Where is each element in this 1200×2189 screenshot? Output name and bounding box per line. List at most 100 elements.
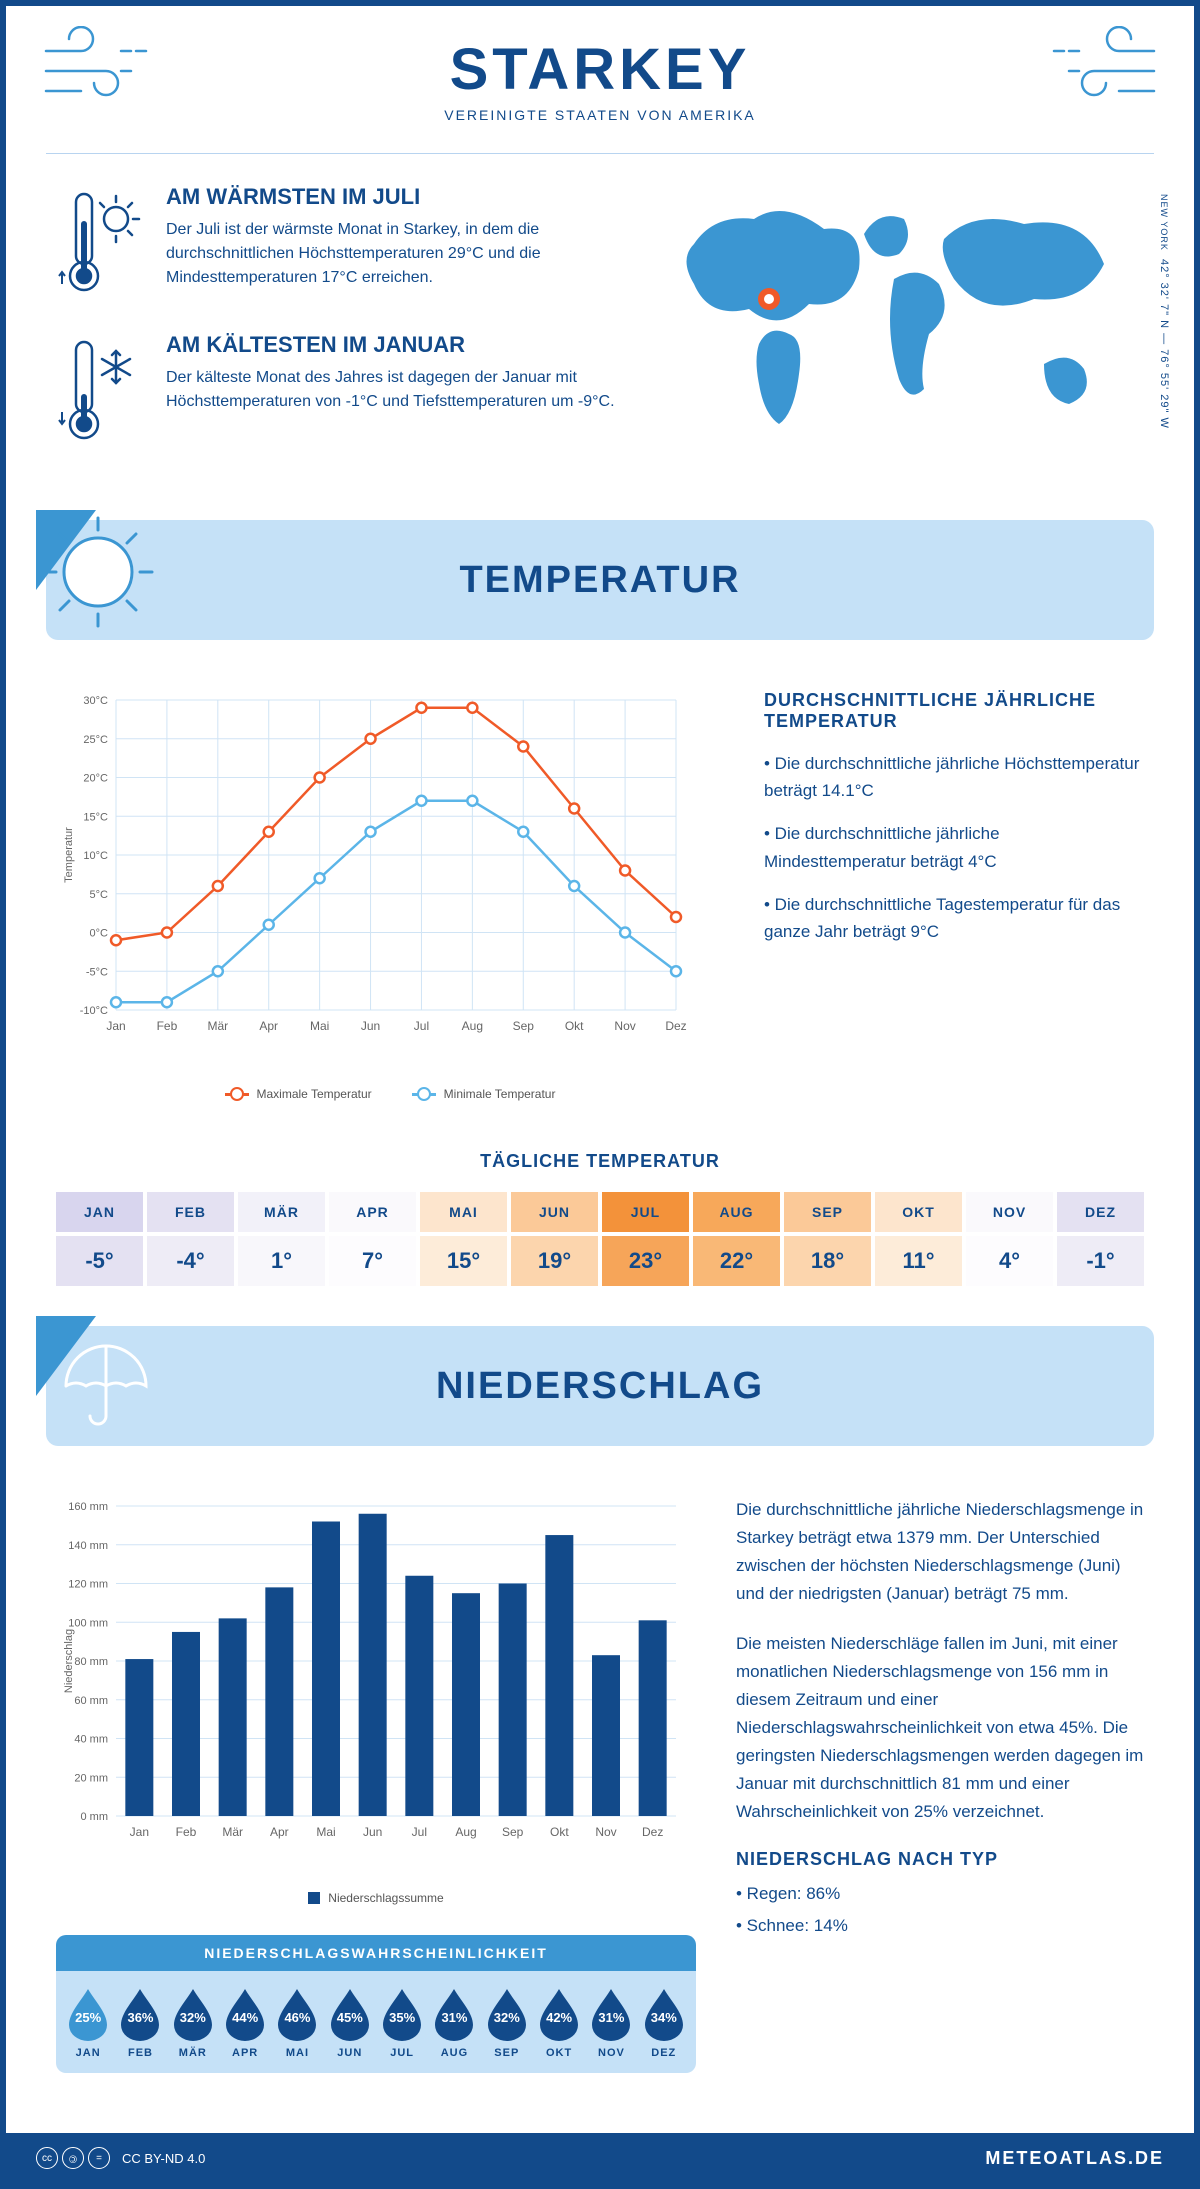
daily-header: DEZ (1057, 1192, 1144, 1232)
svg-text:120 mm: 120 mm (68, 1579, 108, 1591)
svg-text:Nov: Nov (614, 1019, 635, 1033)
precip-type-title: NIEDERSCHLAG NACH TYP (736, 1849, 1144, 1870)
svg-text:-5°C: -5°C (86, 966, 108, 978)
prob-drop: 45% JUN (324, 1985, 376, 2059)
warmest-title: AM WÄRMSTEN IM JULI (166, 184, 624, 210)
daily-header: MÄR (238, 1192, 325, 1232)
svg-text:-10°C: -10°C (80, 1005, 108, 1017)
precip-type-2: • Schnee: 14% (736, 1912, 1144, 1940)
svg-text:5°C: 5°C (90, 889, 109, 901)
prob-drop: 44% APR (219, 1985, 271, 2059)
daily-value: 22° (693, 1236, 780, 1286)
svg-text:Mär: Mär (222, 1825, 243, 1839)
precip-section-title: NIEDERSCHLAG (436, 1365, 764, 1408)
daily-value: 11° (875, 1236, 962, 1286)
avg-temp-title: DURCHSCHNITTLICHE JÄHRLICHE TEMPERATUR (764, 690, 1144, 732)
svg-text:Niederschlag: Niederschlag (63, 1629, 75, 1693)
svg-text:10°C: 10°C (83, 850, 108, 862)
page-footer: cc 🄯 = CC BY-ND 4.0 METEOATLAS.DE (6, 2133, 1194, 2183)
umbrella-icon (36, 1316, 166, 1446)
svg-text:30°C: 30°C (83, 695, 108, 707)
svg-text:Aug: Aug (455, 1825, 476, 1839)
divider (46, 153, 1154, 154)
daily-value: -4° (147, 1236, 234, 1286)
svg-text:40 mm: 40 mm (74, 1734, 108, 1746)
svg-text:Sep: Sep (502, 1825, 524, 1839)
daily-value: -5° (56, 1236, 143, 1286)
svg-text:Feb: Feb (176, 1825, 197, 1839)
svg-text:15°C: 15°C (83, 811, 108, 823)
daily-header: APR (329, 1192, 416, 1232)
avg-temp-b3: • Die durchschnittliche Tagestemperatur … (764, 891, 1144, 945)
svg-text:20 mm: 20 mm (74, 1772, 108, 1784)
svg-text:20°C: 20°C (83, 773, 108, 785)
thermometer-hot-icon (56, 184, 146, 304)
svg-text:60 mm: 60 mm (74, 1695, 108, 1707)
prob-drop: 32% MÄR (167, 1985, 219, 2059)
warmest-block: AM WÄRMSTEN IM JULI Der Juli ist der wär… (56, 184, 624, 304)
svg-text:Apr: Apr (259, 1019, 278, 1033)
temp-chart: -10°C-5°C0°C5°C10°C15°C20°C25°C30°CJanFe… (56, 690, 724, 1101)
prob-drop: 34% DEZ (638, 1985, 690, 2059)
daily-header: SEP (784, 1192, 871, 1232)
svg-text:0°C: 0°C (90, 928, 109, 940)
daily-header: JUL (602, 1192, 689, 1232)
prob-drop: 25% JAN (62, 1985, 114, 2059)
svg-text:140 mm: 140 mm (68, 1540, 108, 1552)
svg-text:Dez: Dez (642, 1825, 663, 1839)
temp-banner: TEMPERATUR (46, 520, 1154, 640)
svg-text:Apr: Apr (270, 1825, 289, 1839)
warmest-text: Der Juli ist der wärmste Monat in Starke… (166, 218, 624, 290)
svg-text:80 mm: 80 mm (74, 1656, 108, 1668)
avg-temp-b2: • Die durchschnittliche jährliche Mindes… (764, 820, 1144, 874)
cc-icons: cc 🄯 = (36, 2147, 110, 2169)
svg-text:Sep: Sep (513, 1019, 535, 1033)
svg-text:Jan: Jan (106, 1019, 125, 1033)
svg-text:Mai: Mai (310, 1019, 329, 1033)
intro-section: AM WÄRMSTEN IM JULI Der Juli ist der wär… (6, 164, 1194, 510)
precip-banner: NIEDERSCHLAG (46, 1326, 1154, 1446)
daily-header: FEB (147, 1192, 234, 1232)
prob-drop: 35% JUL (376, 1985, 428, 2059)
daily-temp-title: TÄGLICHE TEMPERATUR (6, 1151, 1194, 1172)
world-map: NEW YORK 42° 32' 7" N — 76° 55' 29" W (664, 184, 1144, 480)
avg-temp-b1: • Die durchschnittliche jährliche Höchst… (764, 750, 1144, 804)
prob-drop: 31% AUG (428, 1985, 480, 2059)
svg-text:Jul: Jul (414, 1019, 429, 1033)
precip-p2: Die meisten Niederschläge fallen im Juni… (736, 1630, 1144, 1826)
wind-icon-left (36, 26, 156, 116)
daily-header: AUG (693, 1192, 780, 1232)
license-text: CC BY-ND 4.0 (122, 2151, 205, 2166)
daily-header: OKT (875, 1192, 962, 1232)
coldest-title: AM KÄLTESTEN IM JANUAR (166, 332, 624, 358)
svg-text:Okt: Okt (565, 1019, 584, 1033)
svg-text:Dez: Dez (665, 1019, 686, 1033)
prob-drop: 31% NOV (585, 1985, 637, 2059)
coordinates: NEW YORK 42° 32' 7" N — 76° 55' 29" W (1158, 194, 1170, 429)
temp-section-title: TEMPERATUR (459, 559, 740, 602)
daily-header: JAN (56, 1192, 143, 1232)
page-subtitle: VEREINIGTE STAATEN VON AMERIKA (46, 107, 1154, 123)
site-name: METEOATLAS.DE (985, 2148, 1164, 2169)
daily-header: MAI (420, 1192, 507, 1232)
prob-drop: 32% SEP (481, 1985, 533, 2059)
svg-text:Jun: Jun (361, 1019, 380, 1033)
coldest-text: Der kälteste Monat des Jahres ist dagege… (166, 366, 624, 414)
daily-value: -1° (1057, 1236, 1144, 1286)
daily-value: 15° (420, 1236, 507, 1286)
svg-text:Jul: Jul (412, 1825, 427, 1839)
daily-value: 7° (329, 1236, 416, 1286)
svg-text:Mai: Mai (316, 1825, 335, 1839)
svg-text:25°C: 25°C (83, 734, 108, 746)
svg-text:Jan: Jan (130, 1825, 149, 1839)
daily-value: 1° (238, 1236, 325, 1286)
temp-info: DURCHSCHNITTLICHE JÄHRLICHE TEMPERATUR •… (764, 690, 1144, 1101)
prob-drop: 36% FEB (114, 1985, 166, 2059)
daily-value: 18° (784, 1236, 871, 1286)
coldest-block: AM KÄLTESTEN IM JANUAR Der kälteste Mona… (56, 332, 624, 452)
page-header: STARKEY VEREINIGTE STAATEN VON AMERIKA (6, 6, 1194, 143)
prob-title: NIEDERSCHLAGSWAHRSCHEINLICHKEIT (56, 1935, 696, 1971)
precip-type-1: • Regen: 86% (736, 1880, 1144, 1908)
svg-text:Aug: Aug (462, 1019, 483, 1033)
temp-legend: .legend-swatch:nth-child(1)::after{borde… (56, 1087, 724, 1101)
